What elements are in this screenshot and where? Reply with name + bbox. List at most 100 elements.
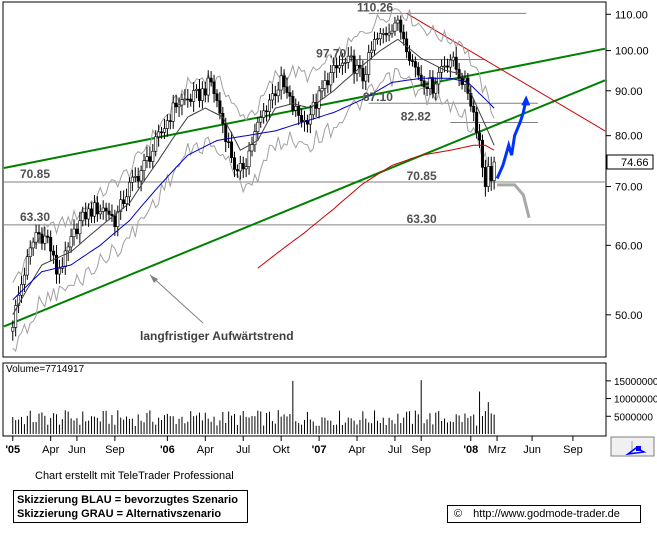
price-bar-body (475, 111, 479, 134)
price-bar-body (381, 33, 385, 35)
last-price-marker: 74.66 (606, 154, 654, 170)
price-bar-body (203, 88, 207, 96)
volume-bars (12, 380, 495, 434)
price-bar-body (57, 268, 61, 275)
price-bar-body (238, 163, 242, 172)
date-tick-label: '07 (312, 444, 327, 456)
price-bar-body (402, 31, 406, 40)
price-bar-body (90, 208, 94, 217)
source-url-box[interactable]: © http://www.godmode-trader.de (447, 505, 641, 523)
price-bar-body (378, 33, 382, 39)
scroll-handle-icon[interactable] (636, 446, 641, 451)
price-bar-body (28, 247, 32, 257)
source-url[interactable]: http://www.godmode-trader.de (473, 508, 620, 520)
price-bar-body (136, 176, 140, 182)
price-bar-body (78, 220, 82, 235)
price-bar-body (206, 77, 210, 96)
price-bar-body (434, 83, 438, 94)
price-tick-label: 110.00 (615, 9, 648, 21)
resistance-line (406, 12, 606, 132)
price-level-label: 87.10 (363, 90, 393, 104)
price-bar-body (399, 19, 403, 33)
price-bar-body (171, 102, 175, 122)
price-bar-body (326, 80, 330, 86)
price-level-label: 97.70 (316, 46, 346, 60)
price-bar-body (25, 256, 29, 276)
annotation-arrowhead (150, 275, 158, 283)
price-bar-body (338, 65, 342, 69)
price-bar-body (483, 167, 487, 187)
price-level-label: 63.30 (20, 210, 50, 224)
price-bar-body (81, 211, 85, 222)
date-tick-label: '06 (160, 444, 175, 456)
price-axis: 110.00 100.00 90.00 80.00 70.00 60.00 50.00 (606, 9, 649, 322)
price-bar-body (63, 250, 67, 267)
price-bar-body (46, 235, 50, 238)
price-bar-body (390, 30, 394, 34)
price-bar-body (367, 52, 371, 75)
price-bar-body (486, 166, 490, 187)
price-bar-body (335, 65, 339, 69)
price-bar-body (349, 55, 353, 58)
price-bar-body (84, 211, 88, 220)
scenario-legend: Skizzierung BLAU = bevorzugtes Szenario … (13, 490, 248, 523)
legend-blue-scenario: Skizzierung BLAU = bevorzugtes Szenario (17, 494, 238, 506)
price-bar-body (186, 98, 190, 101)
price-bar-body (110, 214, 114, 217)
price-bar-body (154, 136, 158, 152)
date-axis: '05 Apr Jun Sep '06 Apr Jul Okt '07 Apr Jul Sep '08 M… (5, 436, 583, 456)
price-bar-body (40, 233, 44, 244)
scroll-widget[interactable] (610, 436, 655, 457)
price-bar-body (428, 77, 432, 89)
price-bar-body (241, 163, 245, 170)
price-bar-body (72, 228, 76, 237)
price-bar-body (43, 235, 47, 244)
price-bar-body (22, 274, 26, 285)
price-bar-body (416, 66, 420, 76)
moving-average-mid (12, 77, 495, 301)
price-level-label: 70.85 (407, 169, 437, 183)
price-bar-body (387, 32, 391, 36)
date-tick-label: Apr (197, 444, 214, 456)
price-bar-body (133, 176, 137, 178)
date-tick-label: Sep (563, 444, 583, 456)
date-tick-label: Sep (411, 444, 431, 456)
date-tick-label: Jun (523, 444, 541, 456)
alternative-scenario-path (497, 183, 531, 219)
price-bar-body (209, 77, 213, 83)
price-bar-body (189, 98, 193, 102)
price-bar-body (69, 236, 73, 248)
price-bar-body (122, 199, 126, 205)
preferred-scenario-path (495, 98, 528, 180)
date-tick-label: Apr (348, 444, 365, 456)
volume-tick-label: 10000000 (614, 395, 657, 406)
price-bar-body (276, 89, 280, 97)
price-bar-body (262, 110, 266, 118)
date-tick-label: Mrz (488, 444, 506, 456)
price-bar-body (104, 207, 108, 212)
price-tick-label: 70.00 (615, 182, 643, 194)
price-bar-body (49, 237, 53, 252)
price-bar-body (273, 93, 277, 97)
price-bar-body (232, 157, 236, 170)
price-bar-body (17, 294, 21, 306)
price-bar-body (329, 72, 333, 86)
price-bar-body (270, 93, 274, 101)
price-bar-body (425, 86, 429, 89)
price-bar-body (227, 141, 231, 144)
price-tick-label: 50.00 (615, 310, 643, 322)
price-bar-body (52, 250, 56, 256)
volume-label: Volume=7714917 (6, 364, 85, 375)
price-bar-body (445, 65, 449, 68)
price-bar-body (168, 120, 172, 122)
price-bar-body (101, 207, 105, 212)
price-tick-label: 60.00 (615, 240, 643, 252)
price-bar-body (95, 202, 99, 215)
price-bar-body (413, 61, 417, 68)
price-bar-body (472, 105, 476, 113)
date-tick-label: '08 (463, 444, 478, 456)
price-bar-body (98, 211, 102, 215)
chart-credit: Chart erstellt mit TeleTrader Profession… (35, 470, 234, 482)
price-bar-body (340, 62, 344, 66)
